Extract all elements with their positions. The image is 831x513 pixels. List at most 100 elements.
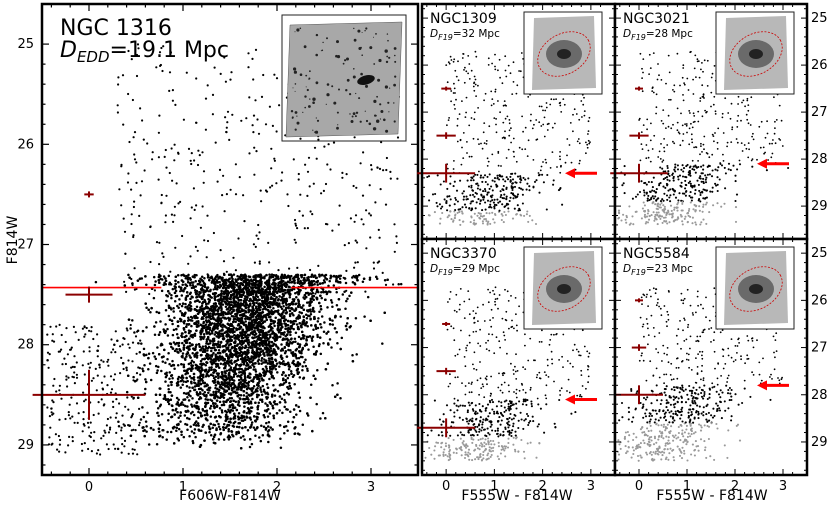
data-point [165, 438, 168, 441]
data-point [287, 348, 290, 352]
data-point [193, 322, 196, 325]
data-point [141, 369, 145, 373]
data-point [238, 340, 242, 343]
data-point [242, 290, 245, 294]
data-point [155, 400, 158, 403]
data-point [248, 275, 252, 279]
data-point [199, 392, 202, 396]
data-point [252, 391, 255, 394]
data-point [194, 279, 197, 283]
data-point [176, 410, 179, 414]
data-point [164, 398, 168, 401]
data-point [280, 343, 283, 346]
data-point [287, 373, 291, 377]
data-point [272, 274, 276, 277]
data-point [212, 376, 216, 380]
data-point [238, 295, 242, 298]
data-point [312, 352, 316, 356]
data-point [176, 304, 179, 308]
data-point [264, 365, 268, 368]
data-point [236, 306, 240, 309]
data-point [228, 303, 232, 307]
data-point [269, 347, 273, 350]
data-point [174, 275, 178, 279]
data-point [292, 327, 295, 331]
data-point [146, 411, 149, 415]
data-point [282, 333, 285, 336]
data-point [194, 347, 197, 351]
data-point [226, 285, 229, 289]
data-point [236, 282, 240, 285]
data-point [337, 275, 340, 278]
data-point [157, 430, 161, 434]
data-point [228, 309, 232, 312]
data-point [229, 330, 232, 334]
data-point [314, 351, 318, 354]
data-point [155, 310, 158, 314]
data-point [202, 292, 206, 296]
data-point [237, 385, 240, 389]
data-point [210, 305, 213, 308]
data-point [247, 305, 250, 308]
data-point [195, 295, 199, 299]
data-point [214, 302, 217, 305]
data-point [228, 364, 231, 367]
data-point [219, 294, 223, 297]
data-point [285, 297, 288, 301]
data-point [188, 375, 192, 378]
data-point [245, 364, 248, 367]
data-point [345, 328, 349, 331]
data-point [255, 415, 259, 419]
data-point [302, 377, 305, 380]
data-point [259, 318, 262, 321]
data-point [207, 342, 210, 346]
data-point [187, 393, 191, 396]
data-point [339, 347, 342, 351]
data-point [245, 416, 249, 419]
data-point [184, 302, 187, 306]
data-point [226, 312, 230, 315]
data-point [237, 378, 241, 382]
data-point [176, 363, 180, 367]
data-point [240, 336, 244, 340]
data-point [171, 359, 174, 363]
data-point [301, 368, 304, 372]
data-point [209, 288, 212, 292]
data-point [216, 317, 219, 320]
data-point [226, 436, 230, 439]
data-point [287, 338, 290, 342]
data-point [230, 328, 234, 332]
data-point [314, 325, 318, 329]
data-point [191, 316, 194, 319]
data-point [289, 319, 292, 323]
data-point [171, 376, 174, 380]
data-point [260, 362, 263, 365]
data-point [219, 320, 223, 324]
data-point [344, 324, 348, 328]
data-point [176, 401, 179, 404]
data-point [228, 277, 231, 281]
data-point [209, 312, 212, 315]
data-point [230, 346, 234, 350]
data-point [221, 329, 224, 332]
data-point [182, 320, 185, 324]
data-point [319, 294, 322, 297]
data-point [188, 345, 191, 348]
data-point [194, 314, 198, 318]
data-point [238, 342, 242, 345]
data-point [281, 299, 285, 303]
data-point [335, 304, 339, 307]
data-point [196, 312, 200, 316]
data-point [257, 412, 261, 416]
data-point [205, 393, 208, 397]
data-point [218, 400, 222, 404]
data-point [156, 369, 159, 372]
data-point [300, 325, 303, 329]
data-point [304, 323, 307, 327]
data-point [293, 281, 296, 285]
data-point [143, 429, 146, 432]
data-point [259, 350, 263, 353]
data-point [222, 359, 225, 362]
data-point [203, 439, 206, 442]
